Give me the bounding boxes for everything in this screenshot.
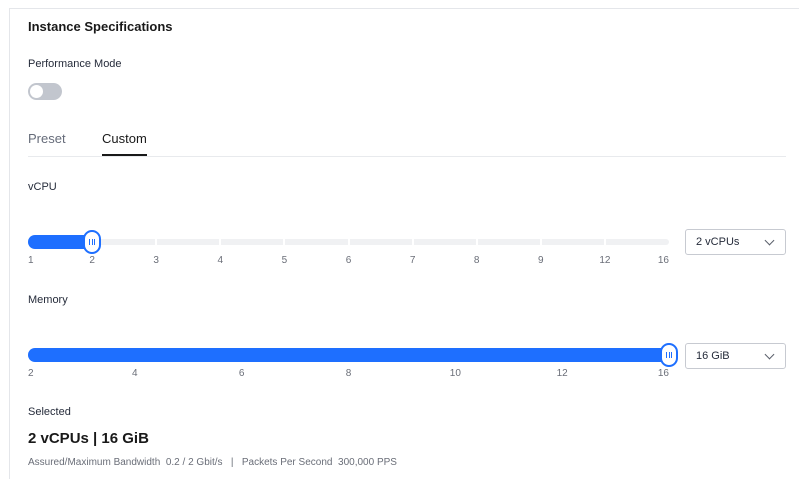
vcpu-select-value: 2 vCPUs <box>696 236 740 248</box>
vcpu-slider-track[interactable] <box>28 230 669 254</box>
tab-custom-label: Custom <box>102 131 147 146</box>
active-tab-underline <box>102 154 147 156</box>
slider-tick-label: 7 <box>409 255 416 266</box>
memory-slider-track[interactable] <box>28 343 678 367</box>
selected-summary: 2 vCPUs | 16 GiB <box>28 430 149 447</box>
spec-tabs: Preset Custom <box>28 128 786 157</box>
slider-segment-divider <box>603 239 606 245</box>
grip-icon <box>666 352 672 358</box>
info-separator: | <box>230 457 234 468</box>
grip-icon <box>89 239 96 245</box>
memory-slider-fill <box>28 348 669 362</box>
slider-tick-label: 12 <box>556 368 568 379</box>
slider-tick-label: 4 <box>217 255 224 266</box>
slider-tick-label: 9 <box>538 255 544 266</box>
bandwidth-label: Assured/Maximum Bandwidth <box>28 457 161 468</box>
slider-tick-label: 16 <box>657 368 669 379</box>
memory-select[interactable]: 16 GiB <box>685 343 786 369</box>
slider-segment-divider <box>219 239 222 245</box>
bandwidth-info: Assured/Maximum Bandwidth 0.2 / 2 Gbit/s… <box>28 457 397 468</box>
slider-tick-label: 8 <box>345 368 352 379</box>
slider-segment-divider <box>475 239 478 245</box>
slider-tick-label: 1 <box>28 255 34 266</box>
panel-frame <box>9 8 799 479</box>
vcpu-select[interactable]: 2 vCPUs <box>685 229 786 255</box>
slider-tick-label: 3 <box>153 255 159 266</box>
vcpu-slider-thumb[interactable] <box>83 230 102 254</box>
selected-label: Selected <box>28 406 71 418</box>
memory-label: Memory <box>28 294 68 306</box>
toggle-knob <box>30 85 43 98</box>
slider-tick-label: 5 <box>281 255 288 266</box>
slider-tick-label: 4 <box>132 368 138 379</box>
slider-tick-label: 6 <box>238 368 245 379</box>
section-title: Instance Specifications <box>28 19 173 34</box>
performance-mode-toggle[interactable] <box>28 83 62 100</box>
memory-select-value: 16 GiB <box>696 350 730 362</box>
slider-tick-label: 2 <box>28 368 34 379</box>
slider-tick-label: 10 <box>449 368 461 379</box>
performance-mode-label: Performance Mode <box>28 58 122 70</box>
vcpu-slider-fill <box>28 235 93 249</box>
slider-tick-label: 6 <box>345 255 352 266</box>
slider-tick-label: 12 <box>599 255 611 266</box>
tab-custom[interactable]: Custom <box>102 131 147 156</box>
slider-segment-divider <box>347 239 350 245</box>
slider-segment-divider <box>155 239 158 245</box>
tab-preset[interactable]: Preset <box>28 131 66 146</box>
chevron-down-icon <box>764 235 775 246</box>
pps-label: Packets Per Second <box>241 457 333 468</box>
slider-segment-divider <box>283 239 286 245</box>
memory-slider-thumb[interactable] <box>660 343 678 367</box>
slider-segment-divider <box>539 239 542 245</box>
slider-tick-label: 2 <box>89 255 95 266</box>
bandwidth-value: 0.2 / 2 Gbit/s <box>165 457 223 468</box>
slider-tick-label: 8 <box>473 255 480 266</box>
slider-segment-divider <box>411 239 414 245</box>
slider-tick-label: 16 <box>657 255 669 266</box>
chevron-down-icon <box>764 349 775 360</box>
vcpu-label: vCPU <box>28 181 57 193</box>
pps-value: 300,000 PPS <box>338 457 397 468</box>
